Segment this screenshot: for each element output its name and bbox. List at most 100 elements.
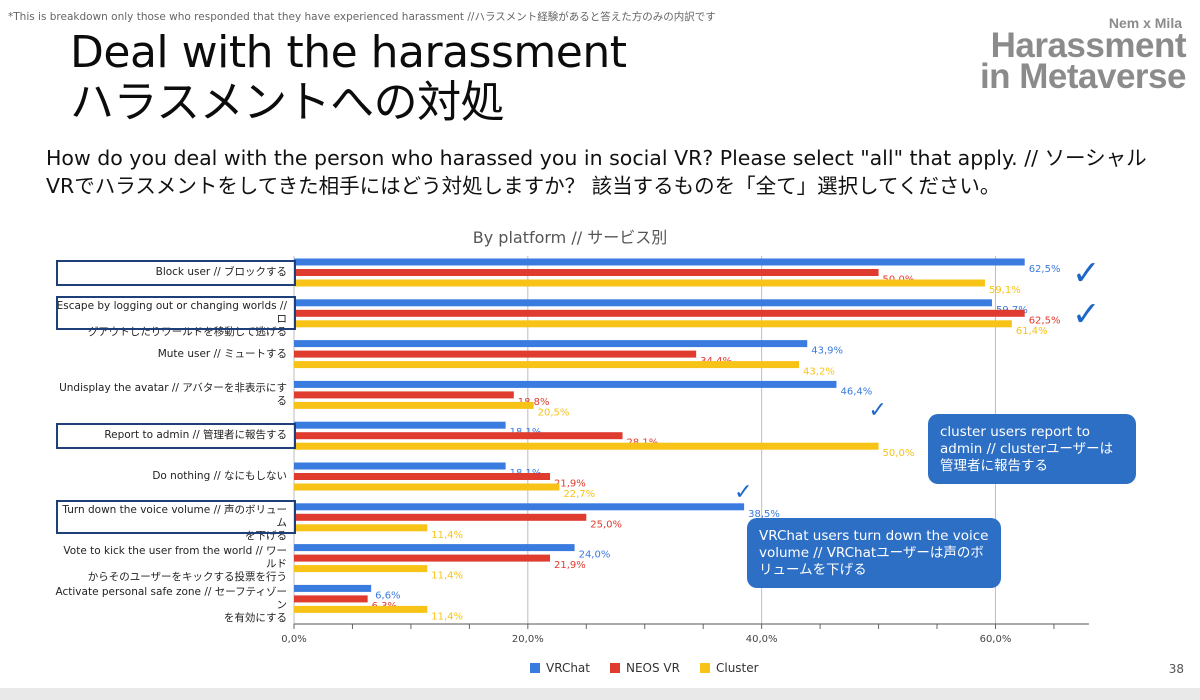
legend-label-neos: NEOS VR (626, 661, 680, 675)
vrchat-callout: VRChat users turn down the voice volume … (747, 518, 1001, 588)
bar-neos-vr (294, 309, 1025, 317)
bar-neos-vr (294, 350, 697, 358)
category-label-line: を有効にする (223, 611, 287, 624)
bar-vrchat (294, 503, 745, 511)
x-tick-label: 40,0% (746, 634, 778, 645)
cluster-callout: cluster users report to admin // cluster… (928, 414, 1136, 484)
category-label-line: からそのユーザーをキックする投票を行う (87, 571, 287, 584)
data-label: 46,4% (840, 386, 872, 397)
data-label: 25,0% (590, 519, 622, 530)
logo-line-1: Harassment (990, 26, 1187, 65)
bar-cluster (294, 401, 534, 409)
data-label: 20,5% (538, 407, 570, 418)
legend-swatch-neos (610, 663, 620, 673)
bar-vrchat (294, 258, 1025, 266)
data-label: 11,4% (431, 530, 463, 541)
legend-label-cluster: Cluster (715, 661, 759, 675)
data-label: 61,4% (1016, 326, 1048, 337)
bar-neos-vr (294, 391, 514, 399)
bar-neos-vr (294, 554, 551, 562)
checkmark-icon: ✓ (1072, 294, 1101, 334)
x-tick-label: 0,0% (281, 634, 306, 645)
checkmark-icon: ✓ (869, 398, 887, 423)
category-label-line: る (276, 394, 288, 407)
legend-item-neos: NEOS VR (610, 661, 680, 675)
checkmark-icon: ✓ (1072, 254, 1101, 294)
category-label: Do nothing // なにもしない (55, 470, 287, 483)
category-label: Mute user // ミュートする (55, 348, 287, 361)
data-label: 6,6% (375, 590, 400, 601)
highlight-box (56, 259, 296, 286)
bar-cluster (294, 442, 879, 450)
category-label: Vote to kick the user from the world // … (55, 545, 287, 584)
bar-cluster (294, 483, 560, 491)
category-label-line: Escape by logging out or changing worlds… (56, 300, 287, 326)
logo-line-2: in Metaverse (979, 57, 1187, 96)
data-label: 62,5% (1029, 315, 1061, 326)
data-label: 21,9% (554, 560, 586, 571)
footnote: *This is breakdown only those who respon… (8, 11, 716, 23)
bar-cluster (294, 320, 1012, 328)
data-label: 21,9% (554, 479, 586, 490)
bar-cluster (294, 605, 428, 613)
bar-neos-vr (294, 269, 879, 276)
data-label: 38,5% (748, 509, 780, 520)
title-line-japanese: ハラスメントへの対処 (70, 77, 505, 128)
bar-cluster (294, 524, 428, 532)
data-label: 62,5% (1029, 264, 1061, 275)
highlight-box (56, 500, 296, 535)
category-label: Block user // ブロックする (55, 266, 287, 279)
page-number: 38 (1168, 662, 1184, 676)
legend-item-cluster: Cluster (699, 661, 759, 675)
category-label-line: Vote to kick the user from the world // … (63, 545, 287, 571)
category-label-line: Block user // ブロックする (155, 266, 287, 278)
legend-item-vrchat: VRChat (530, 661, 590, 675)
bar-cluster (294, 279, 985, 287)
data-label: 24,0% (579, 550, 611, 561)
bar-vrchat (294, 299, 992, 307)
logo-subtitle: Nem x Mila (1108, 15, 1182, 31)
highlight-box (56, 422, 296, 449)
bar-neos-vr (294, 595, 368, 603)
category-label: Activate personal safe zone // セーフティゾーンを… (55, 586, 288, 625)
bar-vrchat (294, 421, 506, 429)
data-label: 43,2% (803, 367, 835, 378)
bar-neos-vr (294, 473, 551, 480)
category-label-line: Turn down the voice volume // 声のボリューム (62, 504, 287, 530)
bar-cluster (294, 565, 428, 573)
category-label: Undisplay the avatar // アバターを非表示にする (55, 382, 287, 408)
data-label: 11,4% (431, 611, 463, 622)
bar-vrchat (294, 462, 506, 470)
category-label: Report to admin // 管理者に報告する (55, 429, 287, 442)
legend-label-vrchat: VRChat (546, 661, 590, 675)
bottom-strip (0, 688, 1200, 700)
chart-title: By platform // サービス別 (472, 228, 668, 247)
bar-vrchat (294, 340, 808, 348)
category-label-line: Mute user // ミュートする (157, 347, 287, 360)
highlight-box (56, 296, 296, 331)
x-tick-label: 60,0% (980, 634, 1012, 645)
data-label: 59,1% (989, 285, 1021, 296)
bar-neos-vr (294, 432, 623, 440)
slide-title: Deal with the harassment ハラスメントへの対処 (70, 27, 627, 128)
category-label-line: Report to admin // 管理者に報告する (104, 429, 287, 442)
legend-swatch-cluster (699, 663, 710, 673)
bar-vrchat (294, 544, 575, 552)
data-label: 50,0% (883, 448, 915, 459)
data-label: 11,4% (431, 571, 463, 582)
category-label-line: Undisplay the avatar // アバターを非表示にす (59, 381, 287, 394)
bar-neos-vr (294, 513, 587, 521)
bar-vrchat (294, 380, 837, 388)
checkmark-icon: ✓ (734, 480, 752, 505)
bar-cluster (294, 361, 800, 369)
chart-legend: VRChat NEOS VR Cluster (530, 661, 759, 675)
x-tick-label: 20,0% (512, 634, 544, 645)
data-label: 43,9% (811, 346, 843, 357)
title-line-english: Deal with the harassment (70, 27, 627, 78)
legend-swatch-vrchat (530, 663, 540, 673)
category-label-line: Do nothing // なにもしない (152, 470, 287, 482)
brand-logo: Nem x Mila Harassment in Metaverse (979, 15, 1187, 96)
bar-vrchat (294, 584, 372, 592)
data-label: 18,8% (518, 397, 550, 408)
